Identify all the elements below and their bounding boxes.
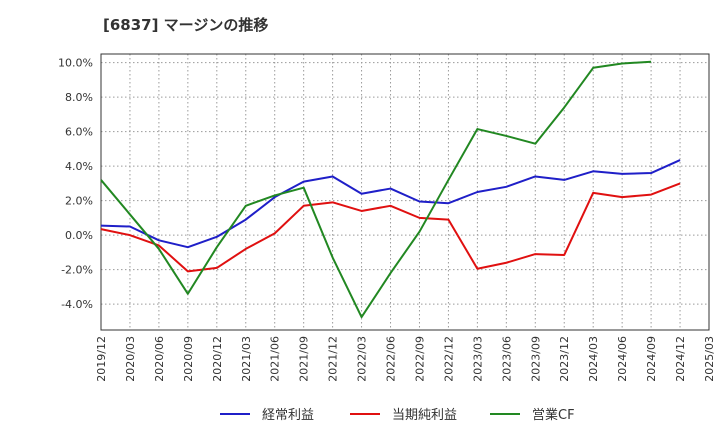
- x-tick-label: 2023/09: [529, 336, 542, 382]
- series-layer: [100, 60, 681, 319]
- x-tick-label: 2022/09: [413, 336, 426, 382]
- chart-title: [6837] マージンの推移: [103, 16, 269, 34]
- x-tick-label: 2025/03: [703, 336, 716, 382]
- x-tick-label: 2021/12: [327, 336, 340, 382]
- legend-swatch-cf: [490, 412, 520, 415]
- legend-item-junri: 当期純利益: [350, 404, 457, 423]
- x-tick-label: 2019/12: [95, 336, 108, 382]
- x-tick-label: 2023/12: [558, 336, 571, 382]
- x-tick-label: 2022/12: [442, 336, 455, 382]
- x-tick-label: 2021/06: [269, 336, 282, 382]
- x-tick-label: 2021/09: [298, 336, 311, 382]
- y-axis-ticks: -4.0% -2.0% 0.0% 2.0% 4.0% 6.0% 8.0% 10.0%: [58, 57, 93, 312]
- x-tick-label: 2022/06: [385, 336, 398, 382]
- x-tick-label: 2024/09: [645, 336, 658, 382]
- y-tick-label: 6.0%: [65, 126, 93, 139]
- legend-label-cf: 営業CF: [532, 408, 575, 423]
- series-line-0: [100, 159, 681, 249]
- x-tick-label: 2022/03: [356, 336, 369, 382]
- legend-item-keijo: 経常利益: [220, 404, 314, 423]
- y-tick-label: 10.0%: [58, 57, 93, 70]
- legend-swatch-junri: [350, 412, 380, 415]
- y-tick-label: 0.0%: [65, 229, 93, 242]
- x-axis-ticks: 2019/12 2020/03 2020/06 2020/09 2020/12 2021/…: [95, 336, 716, 382]
- x-tick-label: 2021/03: [240, 336, 253, 382]
- x-tick-label: 2020/12: [211, 336, 224, 382]
- x-tick-label: 2023/06: [500, 336, 513, 382]
- plot-frame: [100, 53, 710, 331]
- y-tick-label: 8.0%: [65, 91, 93, 104]
- legend: 経常利益 当期純利益 営業CF: [0, 404, 720, 428]
- legend-label-junri: 当期純利益: [392, 408, 458, 423]
- x-tick-label: 2020/09: [182, 336, 195, 382]
- x-tick-label: 2023/03: [471, 336, 484, 382]
- x-tick-label: 2024/06: [616, 336, 629, 382]
- legend-item-cf: 営業CF: [490, 404, 575, 423]
- y-tick-label: -2.0%: [61, 264, 93, 277]
- legend-label-keijo: 経常利益: [262, 408, 315, 423]
- y-tick-label: 4.0%: [65, 160, 93, 173]
- y-tick-label: -4.0%: [61, 298, 93, 311]
- x-tick-label: 2024/12: [674, 336, 687, 382]
- series-line-1: [100, 182, 681, 273]
- x-tick-label: 2024/03: [587, 336, 600, 382]
- series-line-2: [100, 60, 652, 319]
- x-tick-label: 2020/06: [153, 336, 166, 382]
- x-tick-label: 2020/03: [124, 336, 137, 382]
- y-tick-label: 2.0%: [65, 195, 93, 208]
- legend-swatch-keijo: [220, 412, 250, 415]
